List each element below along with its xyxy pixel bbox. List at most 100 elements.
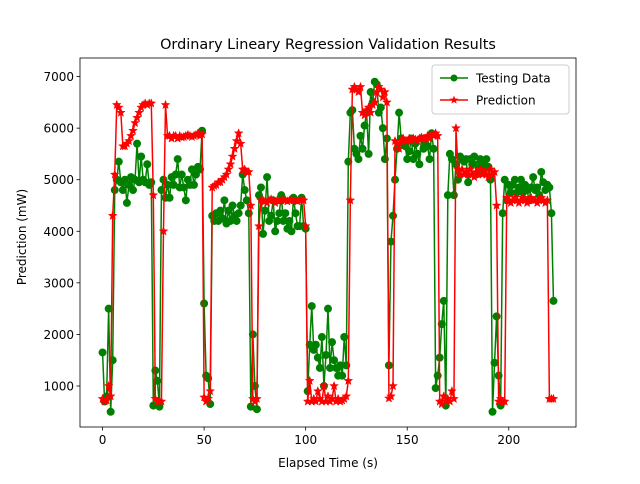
data-point (338, 371, 347, 380)
data-point (448, 393, 459, 404)
data-point (124, 180, 133, 189)
data-point (364, 149, 373, 158)
data-point (103, 380, 114, 391)
data-point (220, 196, 229, 205)
data-point (126, 130, 136, 141)
data-point (298, 195, 309, 205)
x-tick-label: 0 (99, 433, 107, 447)
data-point (360, 121, 369, 130)
data-point (189, 180, 198, 189)
legend-label: Prediction (476, 94, 536, 108)
data-point (263, 173, 272, 182)
chart-title: Ordinary Lineary Regression Validation R… (160, 37, 496, 53)
data-point (499, 396, 510, 406)
data-point (330, 356, 339, 365)
data-point (394, 143, 405, 153)
x-tick-label: 100 (294, 433, 317, 447)
data-point (281, 209, 290, 218)
data-point (218, 214, 227, 223)
data-point (354, 155, 363, 164)
data-point (223, 164, 234, 174)
data-point (228, 201, 237, 210)
data-point (438, 391, 449, 401)
data-point (386, 391, 396, 401)
data-point (307, 302, 316, 311)
data-point (146, 98, 157, 108)
data-point (475, 164, 486, 174)
data-point (449, 191, 458, 200)
data-point (245, 200, 256, 210)
data-point (133, 139, 142, 148)
data-point (129, 186, 138, 195)
data-point (353, 86, 364, 97)
data-point (388, 211, 397, 220)
data-point (233, 128, 244, 138)
data-point (148, 189, 159, 200)
data-point (323, 391, 333, 401)
data-point (490, 358, 499, 367)
data-point (287, 227, 296, 236)
data-point (251, 393, 262, 404)
data-point (134, 107, 145, 117)
data-point (388, 380, 398, 391)
data-point (549, 296, 558, 305)
y-tick-label: 7000 (43, 70, 74, 84)
data-point (118, 186, 127, 195)
data-point (253, 220, 264, 231)
data-point (235, 138, 246, 148)
data-point (216, 206, 225, 215)
x-tick-label: 150 (396, 433, 419, 447)
data-point (542, 195, 553, 205)
data-point (113, 102, 124, 112)
data-point (415, 160, 424, 169)
data-point (355, 81, 366, 92)
data-point (451, 122, 461, 133)
data-point (358, 144, 367, 153)
data-point (340, 333, 349, 342)
data-point (232, 216, 241, 225)
data-point (177, 170, 186, 179)
data-point (432, 130, 443, 141)
data-point (369, 97, 380, 107)
y-tick-label: 4000 (43, 225, 74, 239)
y-axis-label: Prediction (mW) (15, 189, 29, 285)
data-point (252, 405, 261, 414)
y-tick-label: 6000 (43, 122, 74, 136)
data-point (158, 226, 169, 236)
legend-marker (449, 95, 459, 104)
data-point (231, 135, 242, 146)
data-point (533, 183, 542, 192)
data-point (242, 196, 251, 205)
data-point (300, 220, 311, 231)
data-point (529, 173, 538, 182)
data-point (500, 175, 509, 184)
data-point (240, 186, 249, 195)
data-point (537, 167, 546, 176)
data-point (376, 103, 385, 112)
data-point (108, 356, 117, 365)
data-point (315, 363, 324, 372)
data-point (547, 209, 556, 218)
y-tick-label: 2000 (43, 328, 74, 342)
data-point (548, 393, 559, 404)
data-point (489, 166, 500, 177)
data-point (197, 129, 208, 139)
y-tick-label: 1000 (43, 380, 74, 394)
legend-marker (450, 74, 458, 82)
data-point (356, 131, 365, 140)
data-point (488, 407, 497, 416)
data-point (395, 108, 404, 117)
data-point (375, 84, 386, 94)
y-tick-label: 5000 (43, 173, 74, 187)
data-point (341, 391, 352, 401)
data-point (271, 227, 280, 236)
data-point (205, 385, 216, 396)
data-point (359, 110, 370, 120)
data-point (98, 348, 107, 357)
data-point (377, 91, 388, 102)
data-point (437, 320, 446, 329)
data-point (485, 164, 496, 174)
x-tick-label: 200 (497, 433, 520, 447)
data-point (115, 107, 126, 117)
